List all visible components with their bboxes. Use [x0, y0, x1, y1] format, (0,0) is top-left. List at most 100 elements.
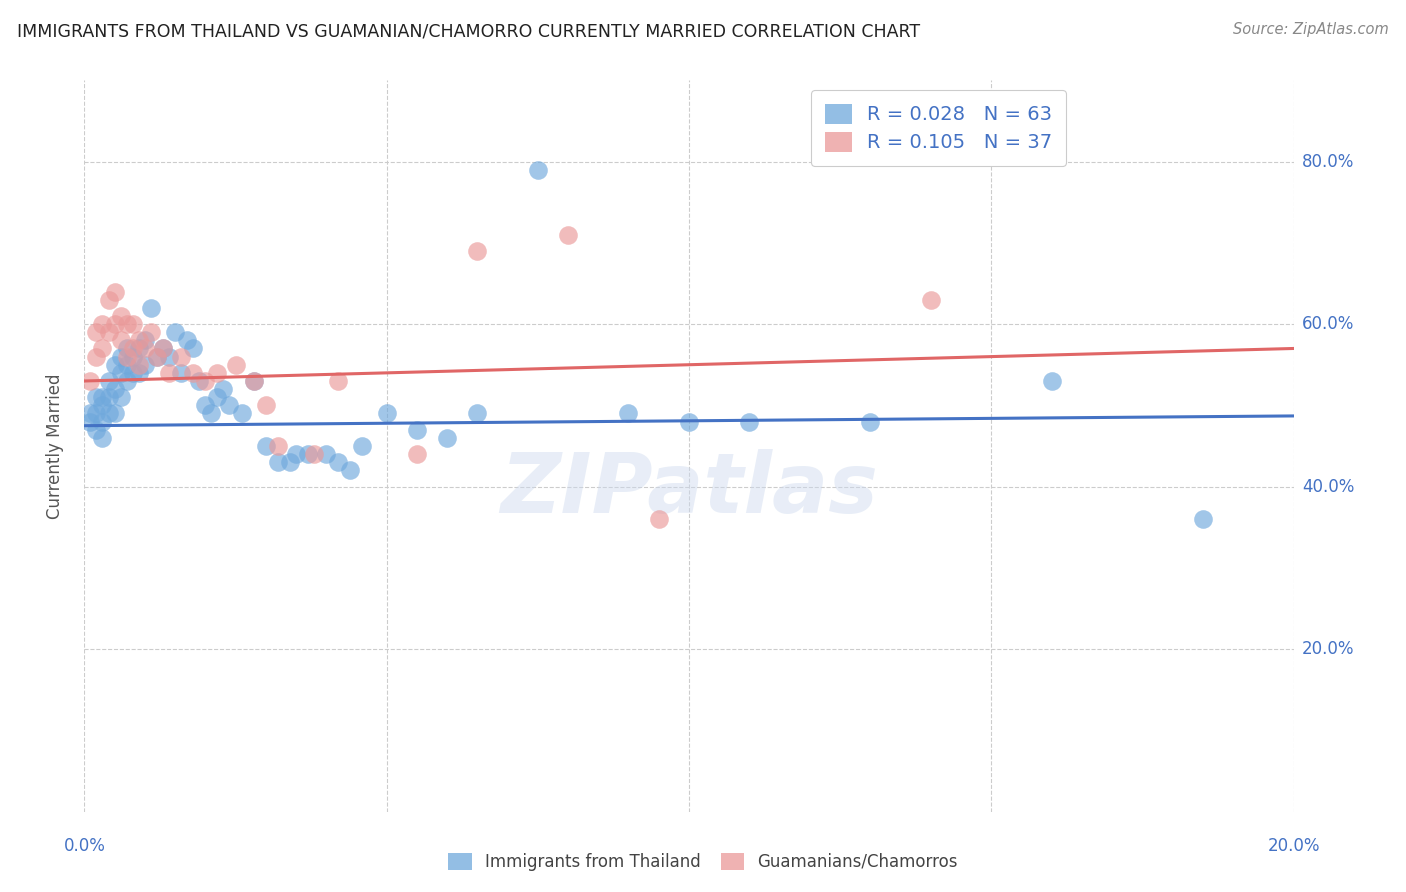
Point [181, 342, 204, 356]
Point [267, 455, 290, 469]
Text: 80.0%: 80.0% [1302, 153, 1354, 170]
Point [200, 407, 222, 421]
Text: 20.0%: 20.0% [1267, 837, 1320, 855]
Point [134, 334, 156, 348]
Point [110, 390, 132, 404]
Point [1040, 374, 1063, 388]
Point [297, 447, 319, 461]
Point [104, 407, 127, 421]
Point [91, 390, 114, 404]
Point [128, 342, 150, 356]
Text: Source: ZipAtlas.com: Source: ZipAtlas.com [1233, 22, 1389, 37]
Point [86, 390, 108, 404]
Point [104, 382, 127, 396]
Point [678, 415, 700, 429]
Point [352, 439, 374, 453]
Point [225, 358, 247, 372]
Point [1192, 512, 1215, 526]
Point [170, 366, 193, 380]
Point [467, 244, 489, 258]
Point [79, 374, 101, 388]
Point [139, 325, 162, 339]
Point [328, 455, 350, 469]
Point [339, 463, 361, 477]
Point [121, 317, 143, 331]
Point [97, 325, 120, 339]
Point [194, 398, 217, 412]
Point [170, 350, 193, 364]
Point [278, 455, 301, 469]
Point [97, 390, 120, 404]
Point [134, 358, 156, 372]
Text: 0.0%: 0.0% [63, 837, 105, 855]
Text: 40.0%: 40.0% [1302, 477, 1354, 496]
Point [97, 374, 120, 388]
Point [91, 342, 114, 356]
Point [152, 342, 174, 356]
Point [121, 366, 143, 380]
Point [231, 407, 253, 421]
Point [207, 366, 229, 380]
Point [79, 415, 101, 429]
Point [128, 366, 150, 380]
Point [188, 374, 211, 388]
Point [91, 415, 114, 429]
Legend: Immigrants from Thailand, Guamanians/Chamorros: Immigrants from Thailand, Guamanians/Cha… [440, 845, 966, 880]
Point [194, 374, 217, 388]
Text: IMMIGRANTS FROM THAILAND VS GUAMANIAN/CHAMORRO CURRENTLY MARRIED CORRELATION CHA: IMMIGRANTS FROM THAILAND VS GUAMANIAN/CH… [17, 22, 920, 40]
Point [648, 512, 671, 526]
Point [79, 407, 101, 421]
Point [97, 407, 120, 421]
Point [406, 423, 429, 437]
Point [285, 447, 308, 461]
Text: ZIPatlas: ZIPatlas [501, 450, 877, 531]
Point [115, 342, 138, 356]
Point [146, 350, 169, 364]
Text: 60.0%: 60.0% [1302, 315, 1354, 333]
Point [212, 382, 235, 396]
Point [104, 358, 127, 372]
Point [91, 431, 114, 445]
Point [920, 293, 942, 307]
Text: 20.0%: 20.0% [1302, 640, 1354, 658]
Point [406, 447, 429, 461]
Point [86, 325, 108, 339]
Point [86, 423, 108, 437]
Point [165, 325, 187, 339]
Point [315, 447, 337, 461]
Point [328, 374, 350, 388]
Point [86, 407, 108, 421]
Point [157, 366, 180, 380]
Point [254, 439, 277, 453]
Point [128, 358, 150, 372]
Point [302, 447, 325, 461]
Point [267, 439, 290, 453]
Point [128, 334, 150, 348]
Point [176, 334, 198, 348]
Point [436, 431, 458, 445]
Point [859, 415, 882, 429]
Point [617, 407, 640, 421]
Point [467, 407, 489, 421]
Point [110, 334, 132, 348]
Point [115, 350, 138, 364]
Point [91, 317, 114, 331]
Point [86, 350, 108, 364]
Point [207, 390, 229, 404]
Point [115, 374, 138, 388]
Point [242, 374, 264, 388]
Point [134, 342, 156, 356]
Point [181, 366, 204, 380]
Point [115, 358, 138, 372]
Point [254, 398, 277, 412]
Point [97, 293, 120, 307]
Point [91, 398, 114, 412]
Point [110, 309, 132, 323]
Point [121, 350, 143, 364]
Point [104, 285, 127, 299]
Point [110, 350, 132, 364]
Point [110, 366, 132, 380]
Point [557, 227, 579, 242]
Point [242, 374, 264, 388]
Point [375, 407, 398, 421]
